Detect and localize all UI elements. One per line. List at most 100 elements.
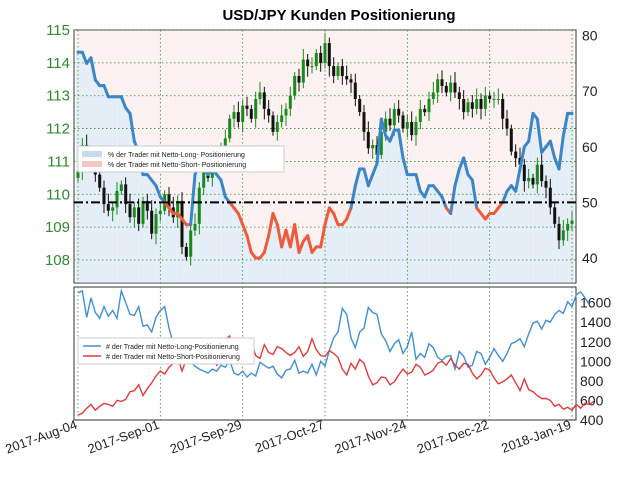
shade-short bbox=[214, 30, 220, 175]
candle-body bbox=[132, 207, 136, 218]
shade-short bbox=[435, 30, 441, 192]
candle-body bbox=[98, 174, 102, 188]
shade-long bbox=[249, 252, 254, 283]
shade-long bbox=[452, 185, 458, 283]
shade-short bbox=[526, 30, 532, 142]
candle-body bbox=[193, 223, 197, 231]
shade-short bbox=[413, 30, 419, 175]
candle-body bbox=[306, 59, 310, 67]
shade-long bbox=[448, 213, 454, 283]
shade-short bbox=[249, 30, 254, 253]
candle-body bbox=[189, 230, 193, 257]
shade-long bbox=[353, 185, 358, 283]
sentiment-segment bbox=[80, 50, 89, 65]
shade-short bbox=[344, 30, 350, 220]
count-lines bbox=[77, 288, 595, 416]
left-tick-label: 109 bbox=[45, 219, 70, 236]
shade-short bbox=[197, 30, 202, 164]
candle-body bbox=[297, 76, 301, 83]
candle-body bbox=[223, 138, 227, 149]
candle-body bbox=[362, 112, 366, 132]
candle-body bbox=[522, 164, 526, 182]
shade-short bbox=[106, 30, 111, 97]
x-axis-ticks: 2017-Aug-04 2017-Sep-01 2017-Sep-29 2017-Oc… bbox=[3, 417, 573, 457]
x-tick-label: 2017-Aug-04 bbox=[3, 417, 79, 457]
candle-body bbox=[288, 95, 292, 109]
candle-body bbox=[111, 207, 115, 211]
shade-short bbox=[409, 30, 415, 175]
shade-long bbox=[396, 130, 402, 283]
sentiment-segment bbox=[323, 206, 331, 227]
count-line-long bbox=[77, 288, 590, 380]
sentiment-segment bbox=[262, 234, 271, 254]
shade-long bbox=[335, 224, 341, 283]
candle-body bbox=[236, 112, 240, 122]
candle-body bbox=[418, 108, 422, 122]
candle-body bbox=[340, 66, 344, 76]
candle-body bbox=[154, 214, 158, 234]
shade-short bbox=[97, 30, 103, 86]
shade-long bbox=[539, 152, 545, 283]
candle-body bbox=[150, 210, 154, 234]
sentiment-segment bbox=[397, 128, 405, 160]
shade-long bbox=[318, 246, 324, 283]
sentiment-segment bbox=[236, 211, 245, 227]
sentiment-segment bbox=[423, 184, 431, 199]
candle-body bbox=[319, 53, 323, 63]
candle-body bbox=[358, 99, 362, 113]
shade-long bbox=[392, 130, 397, 283]
shade-long bbox=[487, 213, 493, 283]
shade-short bbox=[80, 30, 85, 53]
sentiment-segment bbox=[219, 178, 227, 199]
shade-long bbox=[210, 169, 215, 283]
shade-long bbox=[296, 252, 302, 283]
candle-body bbox=[466, 102, 470, 113]
candle-body bbox=[535, 164, 539, 185]
candle-body bbox=[470, 102, 474, 109]
bottom-right-tick-label: 600 bbox=[580, 392, 604, 408]
candle-body bbox=[453, 82, 457, 93]
shade-short bbox=[93, 30, 98, 80]
shade-short bbox=[509, 30, 514, 186]
candle-body bbox=[392, 108, 396, 126]
candle-body bbox=[176, 200, 180, 218]
shade-short bbox=[136, 30, 142, 153]
candle-body bbox=[483, 95, 487, 109]
sentiment-segment bbox=[366, 173, 375, 188]
shade-short bbox=[114, 30, 120, 97]
shade-long bbox=[535, 119, 540, 283]
shade-long bbox=[457, 169, 462, 283]
candle-body bbox=[271, 115, 275, 132]
x-tick-label: 2017-Nov-24 bbox=[333, 417, 409, 457]
sentiment-segment bbox=[128, 111, 136, 143]
shade-long bbox=[422, 196, 428, 283]
shade-long bbox=[327, 207, 332, 283]
candle-body bbox=[531, 177, 535, 185]
sentiment-segment bbox=[353, 167, 362, 188]
shade-long bbox=[227, 202, 233, 283]
shade-short bbox=[491, 30, 497, 214]
bottom-right-tick-label: 400 bbox=[580, 412, 604, 428]
shade-long bbox=[491, 213, 497, 283]
shade-long bbox=[431, 185, 436, 283]
shade-long bbox=[418, 191, 423, 283]
shade-short bbox=[309, 30, 315, 253]
left-axis-ticks: 108 109 110 111 112 113 114 115 bbox=[45, 22, 70, 269]
candle-body bbox=[553, 207, 557, 224]
shade-short bbox=[556, 30, 562, 169]
shade-short bbox=[496, 30, 501, 208]
shade-short bbox=[149, 30, 155, 181]
sentiment-segment bbox=[362, 167, 370, 188]
shade-long bbox=[470, 180, 475, 283]
candle-body bbox=[496, 99, 500, 100]
shade-long bbox=[561, 135, 566, 283]
candle-body bbox=[254, 99, 258, 119]
shade-long bbox=[158, 196, 163, 283]
shade-short bbox=[374, 30, 380, 164]
candle-body bbox=[262, 92, 266, 109]
shade-long bbox=[439, 196, 445, 283]
sentiment-segment bbox=[535, 117, 544, 154]
candle-body bbox=[258, 92, 262, 99]
shade-short bbox=[569, 30, 575, 114]
candle-body bbox=[167, 194, 171, 208]
